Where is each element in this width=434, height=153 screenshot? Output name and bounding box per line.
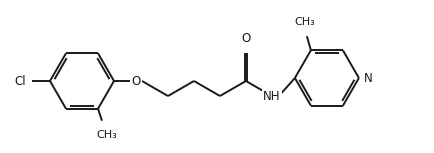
- Text: CH₃: CH₃: [295, 17, 315, 27]
- Text: O: O: [241, 32, 250, 45]
- Text: O: O: [132, 75, 141, 88]
- Text: CH₃: CH₃: [97, 130, 117, 140]
- Text: NH: NH: [263, 90, 281, 103]
- Text: Cl: Cl: [14, 75, 26, 88]
- Text: N: N: [364, 71, 373, 84]
